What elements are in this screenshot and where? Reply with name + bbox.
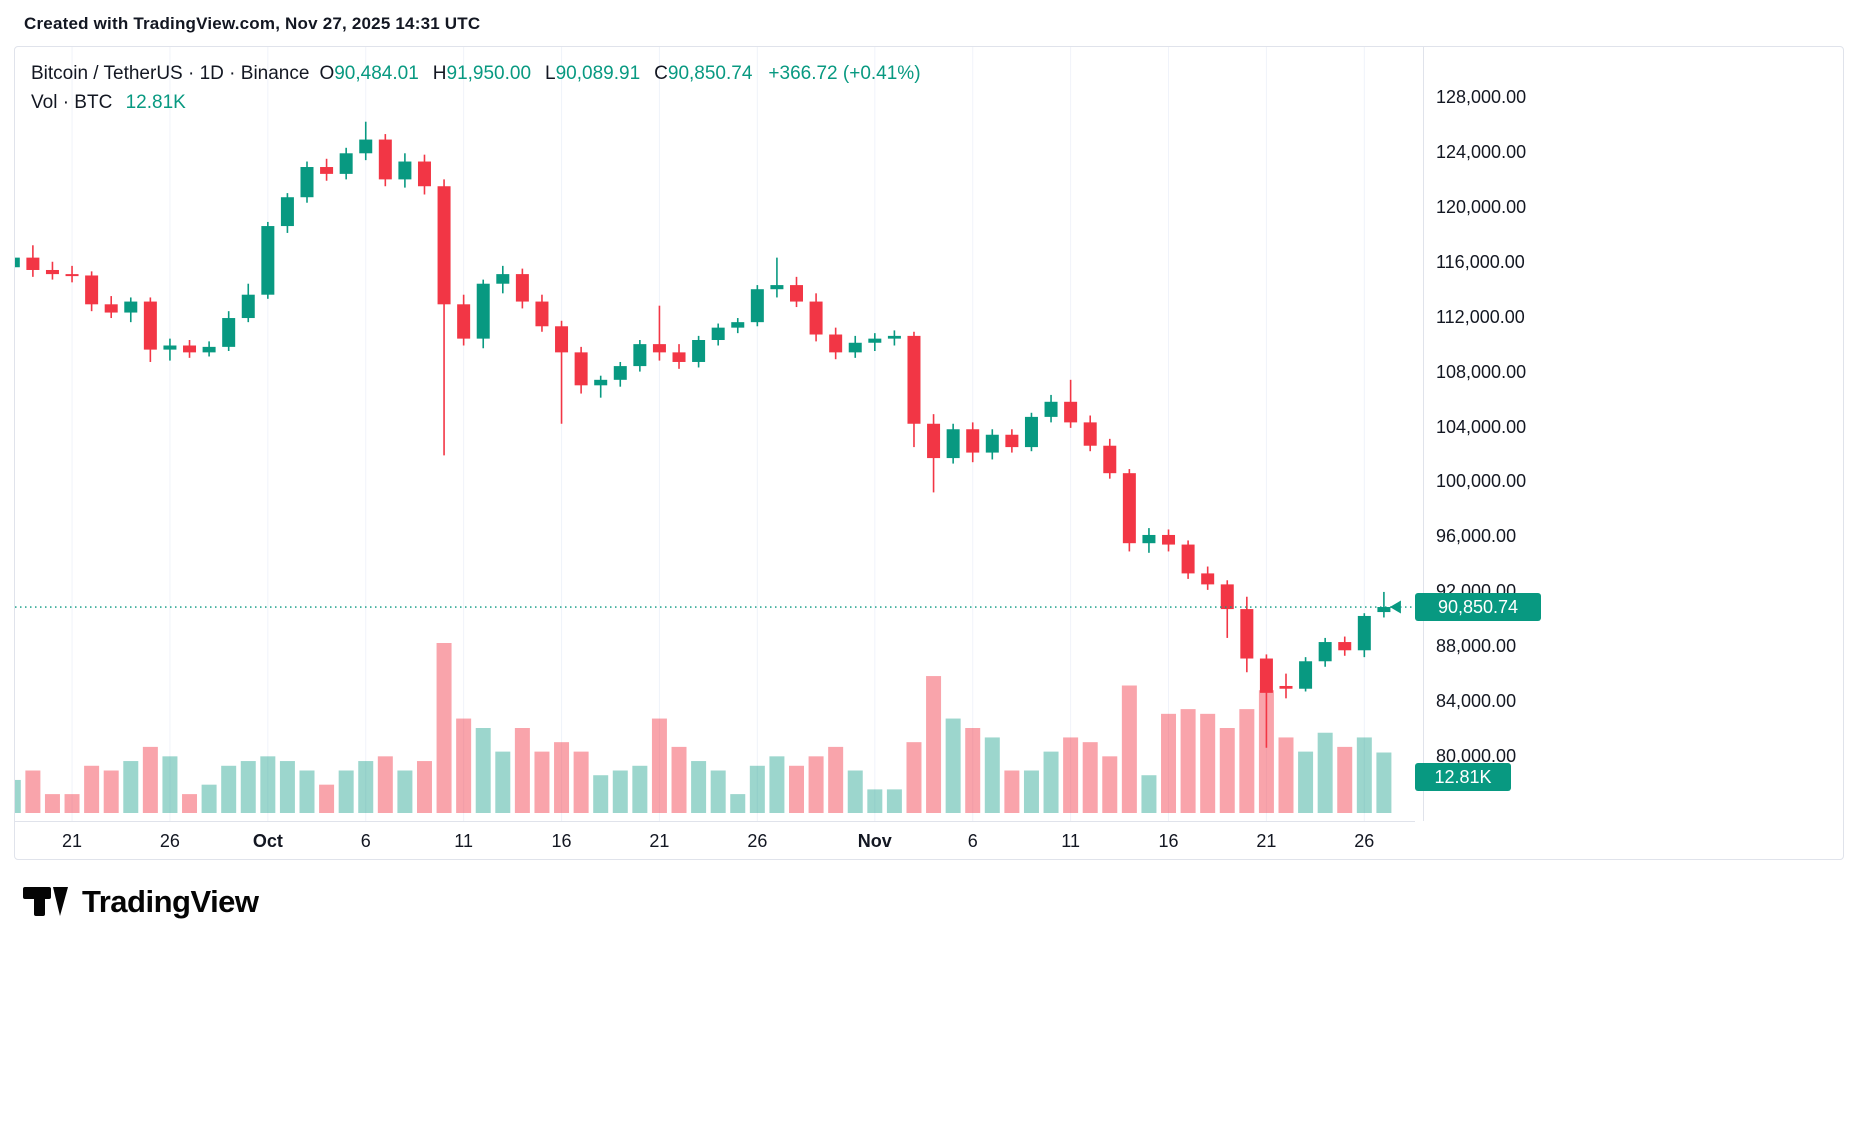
price-tick-label: 104,000.00 xyxy=(1436,416,1527,437)
high-value: 91,950.00 xyxy=(446,63,532,84)
open-value: 90,484.01 xyxy=(334,63,419,84)
low-label: L xyxy=(545,63,556,84)
price-tick-label: 88,000.00 xyxy=(1436,636,1517,657)
volume-value: 12.81K xyxy=(125,92,186,113)
price-tick-label: 80,000.00 xyxy=(1436,746,1517,766)
chart-widget: Bitcoin / TetherUS · 1D · Binance O90,484… xyxy=(14,46,1844,860)
price-tick-label: 112,000.00 xyxy=(1436,306,1525,327)
price-tick-label: 124,000.00 xyxy=(1436,141,1527,162)
time-tick-label: 21 xyxy=(649,831,670,851)
symbol-title[interactable]: Bitcoin / TetherUS · 1D · Binance xyxy=(31,63,310,84)
price-tick-label: 108,000.00 xyxy=(1436,361,1527,382)
change-value: +366.72 (+0.41%) xyxy=(768,63,921,84)
price-scale[interactable]: 128,000.00 124,000.00 120,000.00 116,000.00… xyxy=(1423,47,1842,821)
footer: TradingView xyxy=(22,882,259,922)
price-arrow-icon xyxy=(1389,600,1401,614)
time-tick-label: Nov xyxy=(857,831,892,851)
close-label: C xyxy=(654,63,668,84)
tradingview-logo-icon[interactable] xyxy=(22,882,70,922)
tradingview-brand[interactable]: TradingView xyxy=(82,884,259,919)
price-tick-label: 120,000.00 xyxy=(1436,196,1527,217)
candlestick-chart[interactable] xyxy=(15,47,1415,821)
time-tick-label: 11 xyxy=(454,831,473,851)
time-tick-label: 16 xyxy=(1158,831,1179,851)
current-price-badge: 90,850.74 xyxy=(1415,593,1541,622)
time-tick-label: 6 xyxy=(360,831,371,851)
time-tick-label: 21 xyxy=(1256,831,1277,851)
volume-label: Vol · BTC xyxy=(31,92,113,113)
time-tick-label: 11 xyxy=(1061,831,1080,851)
time-tick-label: 16 xyxy=(551,831,572,851)
chart-legend: Bitcoin / TetherUS · 1D · Binance O90,484… xyxy=(31,59,921,117)
time-tick-label: 26 xyxy=(1354,831,1375,851)
close-value: 90,850.74 xyxy=(667,63,753,84)
price-tick-label: 100,000.00 xyxy=(1436,471,1527,492)
price-tick-label: 96,000.00 xyxy=(1436,526,1517,547)
legend-volume-row: Vol · BTC 12.81K xyxy=(31,88,921,117)
time-tick-label: Oct xyxy=(252,831,283,851)
time-tick-label: 21 xyxy=(62,831,83,851)
time-tick-label: 26 xyxy=(747,831,768,851)
legend-ohlc-row: Bitcoin / TetherUS · 1D · Binance O90,484… xyxy=(31,59,921,88)
open-label: O xyxy=(319,63,335,84)
price-tick-label: 84,000.00 xyxy=(1436,691,1517,712)
attribution-text: Created with TradingView.com, Nov 27, 20… xyxy=(24,14,481,33)
time-scale[interactable]: 21 26 Oct 6 11 16 21 26 Nov 6 11 16 21 26 xyxy=(15,821,1415,860)
time-tick-label: 26 xyxy=(159,831,180,851)
price-tick-label: 116,000.00 xyxy=(1436,251,1525,272)
current-volume-badge: 12.81K xyxy=(1415,763,1511,791)
price-tick-label: 128,000.00 xyxy=(1436,87,1527,107)
time-tick-label: 6 xyxy=(967,831,978,851)
high-label: H xyxy=(432,63,447,84)
low-value: 90,089.91 xyxy=(555,63,641,84)
